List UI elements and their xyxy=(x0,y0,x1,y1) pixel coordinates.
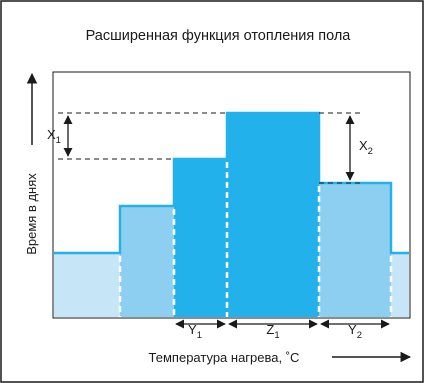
diagram-title: Расширенная функция отопления пола xyxy=(86,28,352,44)
step-light-right xyxy=(391,253,409,317)
y-axis-label: Время в днях xyxy=(24,173,39,255)
plot-frame xyxy=(52,71,411,319)
x-axis-label: Температура нагрева, ˚C xyxy=(149,350,300,365)
step-medium-left xyxy=(120,206,174,317)
x1-label: X1 xyxy=(47,127,61,146)
step-medium-right xyxy=(319,183,391,317)
step-light-left xyxy=(54,253,120,317)
step-strong-z1 xyxy=(227,113,319,317)
y1-label: Y1 xyxy=(188,322,202,341)
step-strong-y1 xyxy=(174,159,227,317)
y2-label: Y2 xyxy=(348,322,362,341)
z1-label: Z1 xyxy=(266,322,279,341)
x2-label: X2 xyxy=(359,138,373,157)
step-outline xyxy=(54,111,409,255)
